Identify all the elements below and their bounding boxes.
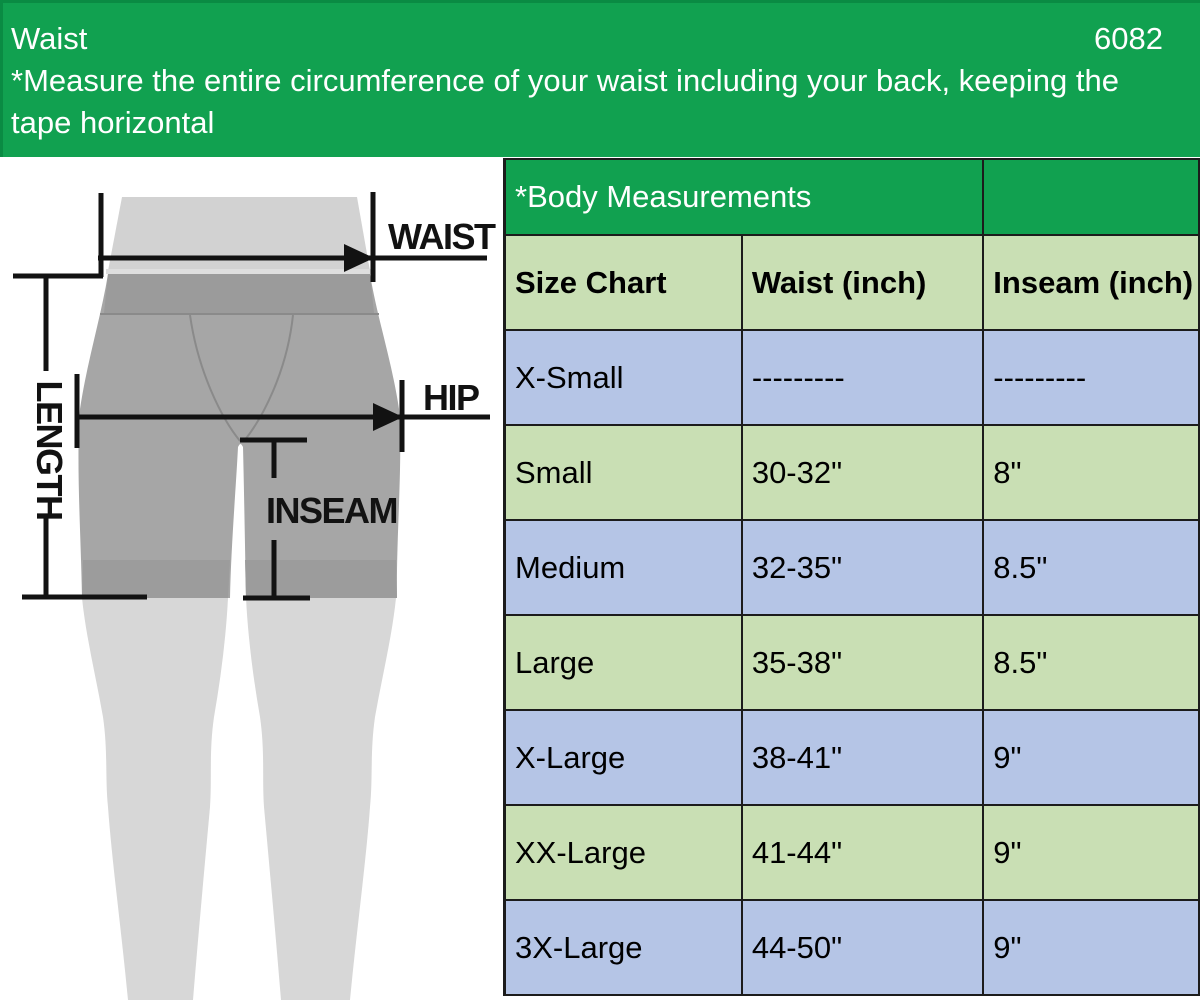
size-cell: Small [502, 424, 743, 521]
waist-cell: 41-44" [740, 804, 985, 901]
shorts-measurement-diagram: WAIST HIP INSEAM LENGTH [13, 192, 498, 1000]
size-cell: X-Large [502, 709, 743, 806]
left-leg [82, 598, 228, 1000]
table-row: Large 35-38" 8.5" [502, 614, 1200, 711]
inseam-cell: 8.5" [982, 519, 1200, 616]
waist-cell: --------- [740, 329, 985, 426]
shorts-yoke-band [104, 274, 374, 313]
waist-cell: 44-50" [740, 899, 985, 996]
inseam-cell: 9" [982, 899, 1200, 996]
waist-label: WAIST [388, 216, 496, 257]
crotch-seam-right [243, 314, 294, 442]
size-cell: 3X-Large [502, 899, 743, 996]
shorts-waistband [108, 197, 370, 271]
table-row: XX-Large 41-44" 9" [502, 804, 1200, 901]
table-row: 3X-Large 44-50" 9" [502, 899, 1200, 996]
waist-cell: 30-32" [740, 424, 985, 521]
table-header-row: Size Chart Waist (inch) Inseam (inch) [502, 234, 1200, 331]
banner-title: Waist [11, 21, 88, 56]
hip-label: HIP [423, 377, 479, 418]
style-code: 6082 [1094, 21, 1163, 56]
inseam-cell: 8" [982, 424, 1200, 521]
measurement-lines [13, 192, 490, 601]
length-label: LENGTH [29, 381, 70, 520]
size-cell: Large [502, 614, 743, 711]
inseam-cell: 9" [982, 709, 1200, 806]
crotch-seam-left [189, 314, 241, 442]
measure-note-line1: *Measure the entire circumference of you… [11, 63, 1119, 98]
inseam-label: INSEAM [266, 490, 397, 531]
waist-cell: 32-35" [740, 519, 985, 616]
header-banner: Waist 6082 *Measure the entire circumfer… [0, 0, 1200, 157]
inseam-cell: 8.5" [982, 614, 1200, 711]
inseam-cell: 9" [982, 804, 1200, 901]
left-leg-cuff [82, 560, 230, 598]
waist-cell: 38-41" [740, 709, 985, 806]
inseam-cell: --------- [982, 329, 1200, 426]
size-cell: X-Small [502, 329, 743, 426]
col-header-size: Size Chart [502, 234, 743, 331]
right-leg [246, 598, 396, 1000]
size-cell: Medium [502, 519, 743, 616]
col-header-waist: Waist (inch) [740, 234, 985, 331]
col-header-inseam: Inseam (inch) [982, 234, 1200, 331]
table-band-row: *Body Measurements [503, 158, 1200, 236]
table-row: Small 30-32" 8" [502, 424, 1200, 521]
table-row: Medium 32-35" 8.5" [502, 519, 1200, 616]
waistband-seam [106, 269, 372, 274]
right-leg-cuff [245, 560, 397, 598]
table-row: X-Small --------- --------- [502, 329, 1200, 426]
table-row: X-Large 38-41" 9" [502, 709, 1200, 806]
size-table: *Body Measurements Size Chart Waist (inc… [502, 158, 1200, 996]
size-cell: XX-Large [502, 804, 743, 901]
hip-arrowhead [373, 403, 403, 431]
shorts-body [78, 274, 401, 598]
band-empty-cell [982, 158, 1200, 236]
measure-note-line2: tape horizontal [11, 105, 215, 140]
waist-cell: 35-38" [740, 614, 985, 711]
waist-arrowhead [344, 244, 374, 272]
body-measurements-title: *Body Measurements [503, 158, 985, 236]
